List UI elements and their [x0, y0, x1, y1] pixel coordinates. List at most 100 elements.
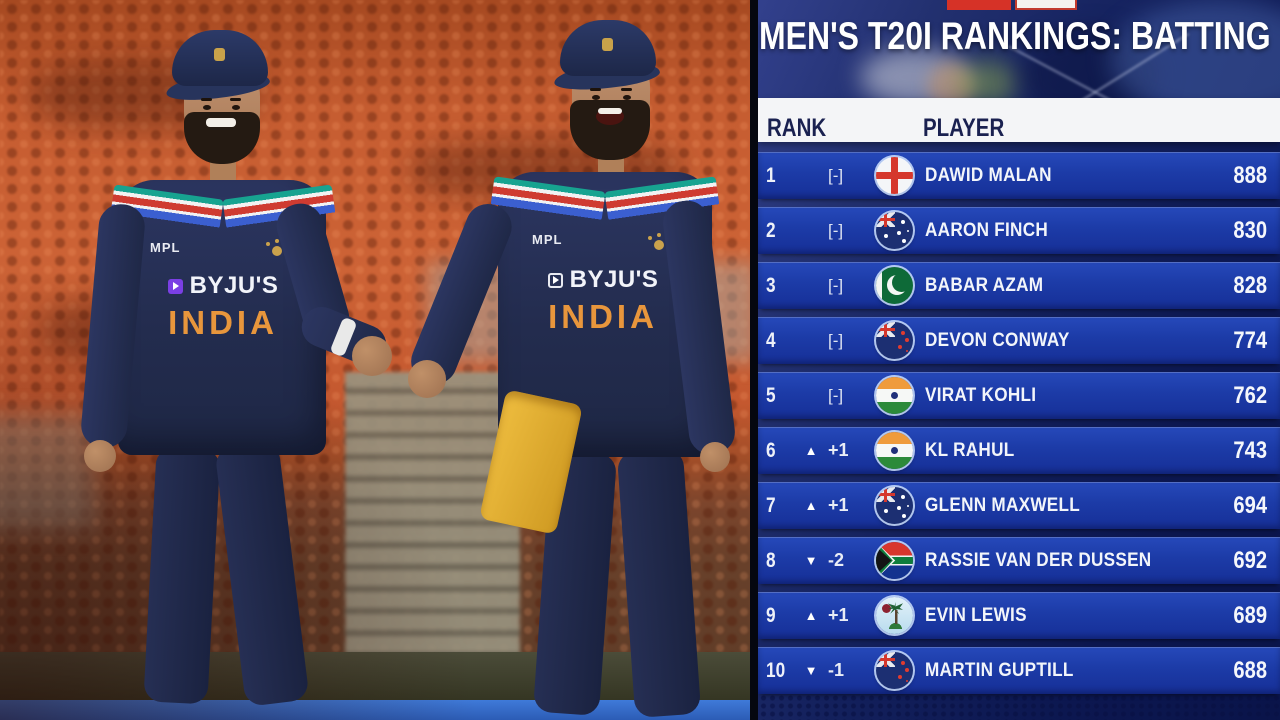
halftone-texture — [750, 694, 1280, 720]
table-row: 1 [-] DAWID MALAN 888 — [758, 152, 1280, 199]
table-row: 10 ▼ -1 MARTIN GUPTILL 688 — [758, 647, 1280, 694]
column-header-rank: RANK — [767, 114, 827, 142]
table-header: RANK PLAYER RATING — [758, 98, 1280, 142]
right-fist — [352, 336, 392, 376]
country-flag-icon — [876, 267, 913, 304]
table-row: 4 [-] DEVON CONWAY 774 — [758, 317, 1280, 364]
byjus-logo-icon — [547, 272, 563, 288]
player-rating: 689 — [1233, 601, 1267, 629]
left-hand — [84, 440, 116, 472]
player-name: VIRAT KOHLI — [925, 384, 1037, 406]
panel-left-edge — [750, 0, 758, 720]
country-flag-icon — [876, 377, 913, 414]
jersey-sponsor: BYJU'S — [128, 272, 318, 300]
country-flag-icon — [876, 432, 913, 469]
right-hand — [700, 442, 730, 472]
movement-change: +1 — [828, 440, 849, 460]
player-name: EVIN LEWIS — [925, 604, 1027, 626]
country-flag-icon — [876, 542, 913, 579]
left-fist — [408, 360, 446, 398]
country-flag-icon — [876, 597, 913, 634]
rank-value: 5 — [766, 383, 776, 407]
player-rating: 694 — [1233, 491, 1267, 519]
country-flag-icon — [876, 322, 913, 359]
eye — [592, 95, 600, 100]
player-rating: 762 — [1233, 381, 1267, 409]
cutoff-broadcast-logo — [1015, 0, 1077, 10]
player-name: MARTIN GUPTILL — [925, 659, 1074, 681]
player-name: GLENN MAXWELL — [925, 494, 1081, 516]
rank-value: 3 — [766, 273, 776, 297]
eyebrow — [590, 88, 601, 91]
eyebrow — [201, 98, 212, 101]
movement-change: -2 — [828, 550, 845, 570]
eye — [203, 105, 211, 110]
movement-change: +1 — [828, 495, 849, 515]
bcci-crest-icon — [272, 246, 282, 256]
table-row: 5 [-] VIRAT KOHLI 762 — [758, 372, 1280, 419]
player-rating: 828 — [1233, 271, 1267, 299]
rank-value: 6 — [766, 438, 776, 462]
player-rating: 743 — [1233, 436, 1267, 464]
bcci-crest-icon — [654, 240, 664, 250]
table-row: 3 [-] BABAR AZAM 828 — [758, 262, 1280, 309]
rank-value: 1 — [766, 163, 776, 187]
page-title-text: MEN'S T20I RANKINGS: BATTING — [759, 15, 1271, 58]
movement-icon: ▼ — [804, 553, 818, 568]
rank-value: 8 — [766, 548, 776, 572]
jersey-sponsor-text: BYJU'S — [569, 266, 659, 293]
player-rating: 774 — [1233, 326, 1267, 354]
player-rating: 688 — [1233, 656, 1267, 684]
jersey-team-text: INDIA — [168, 304, 278, 341]
country-flag-icon — [876, 652, 913, 689]
player-rating: 830 — [1233, 216, 1267, 244]
movement-icon: ▲ — [804, 608, 818, 623]
eyebrow — [230, 98, 241, 101]
eyebrow — [621, 88, 632, 91]
rankings-list: 1 [-] DAWID MALAN 888 2 [-] AARON FINCH … — [758, 152, 1280, 702]
movement-change: +1 — [828, 605, 849, 625]
jersey-brand-text: MPL — [150, 240, 181, 255]
rank-value: 10 — [766, 658, 786, 682]
player-name: DEVON CONWAY — [925, 329, 1070, 351]
stadium-photo: MPL BYJU'S INDIA — [0, 0, 750, 720]
movement-icon: ▲ — [804, 443, 818, 458]
rank-value: 2 — [766, 218, 776, 242]
rankings-panel: MEN'S T20I RANKINGS: BATTING RANK PLAYER… — [750, 0, 1280, 720]
movement-change: -1 — [828, 660, 845, 680]
eye — [623, 95, 631, 100]
eye — [232, 105, 240, 110]
column-header-player: PLAYER — [923, 114, 1005, 142]
player-name: DAWID MALAN — [925, 164, 1052, 186]
movement-change: [-] — [828, 165, 844, 185]
country-flag-icon — [876, 212, 913, 249]
player-rating: 692 — [1233, 546, 1267, 574]
player-name: RASSIE VAN DER DUSSEN — [925, 549, 1152, 571]
country-flag-icon — [876, 487, 913, 524]
player-rating: 888 — [1233, 161, 1267, 189]
cap-crest-icon — [602, 38, 613, 51]
movement-change: [-] — [828, 330, 844, 350]
smiling-mouth — [206, 118, 236, 127]
page-title: MEN'S T20I RANKINGS: BATTING — [759, 15, 1280, 59]
byjus-logo-icon — [167, 278, 183, 294]
rank-value: 9 — [766, 603, 776, 627]
rank-value: 7 — [766, 493, 776, 517]
jersey-brand-text: MPL — [532, 232, 563, 247]
rank-value: 4 — [766, 328, 776, 352]
table-row: 6 ▲ +1 KL RAHUL 743 — [758, 427, 1280, 474]
left-leg — [143, 446, 221, 705]
movement-change: [-] — [828, 220, 844, 240]
teeth — [598, 108, 622, 114]
table-row: 7 ▲ +1 GLENN MAXWELL 694 — [758, 482, 1280, 529]
player-name: AARON FINCH — [925, 219, 1049, 241]
player-name: BABAR AZAM — [925, 274, 1044, 296]
cap-crest-icon — [214, 48, 225, 61]
movement-change: [-] — [828, 385, 844, 405]
table-row: 9 ▲ +1 EVIN LEWIS 689 — [758, 592, 1280, 639]
movement-change: [-] — [828, 275, 844, 295]
jersey-sponsor-text: BYJU'S — [189, 272, 279, 299]
jersey-sponsor: BYJU'S — [508, 266, 698, 294]
table-row: 8 ▼ -2 RASSIE VAN DER DUSSEN 692 — [758, 537, 1280, 584]
table-row: 2 [-] AARON FINCH 830 — [758, 207, 1280, 254]
